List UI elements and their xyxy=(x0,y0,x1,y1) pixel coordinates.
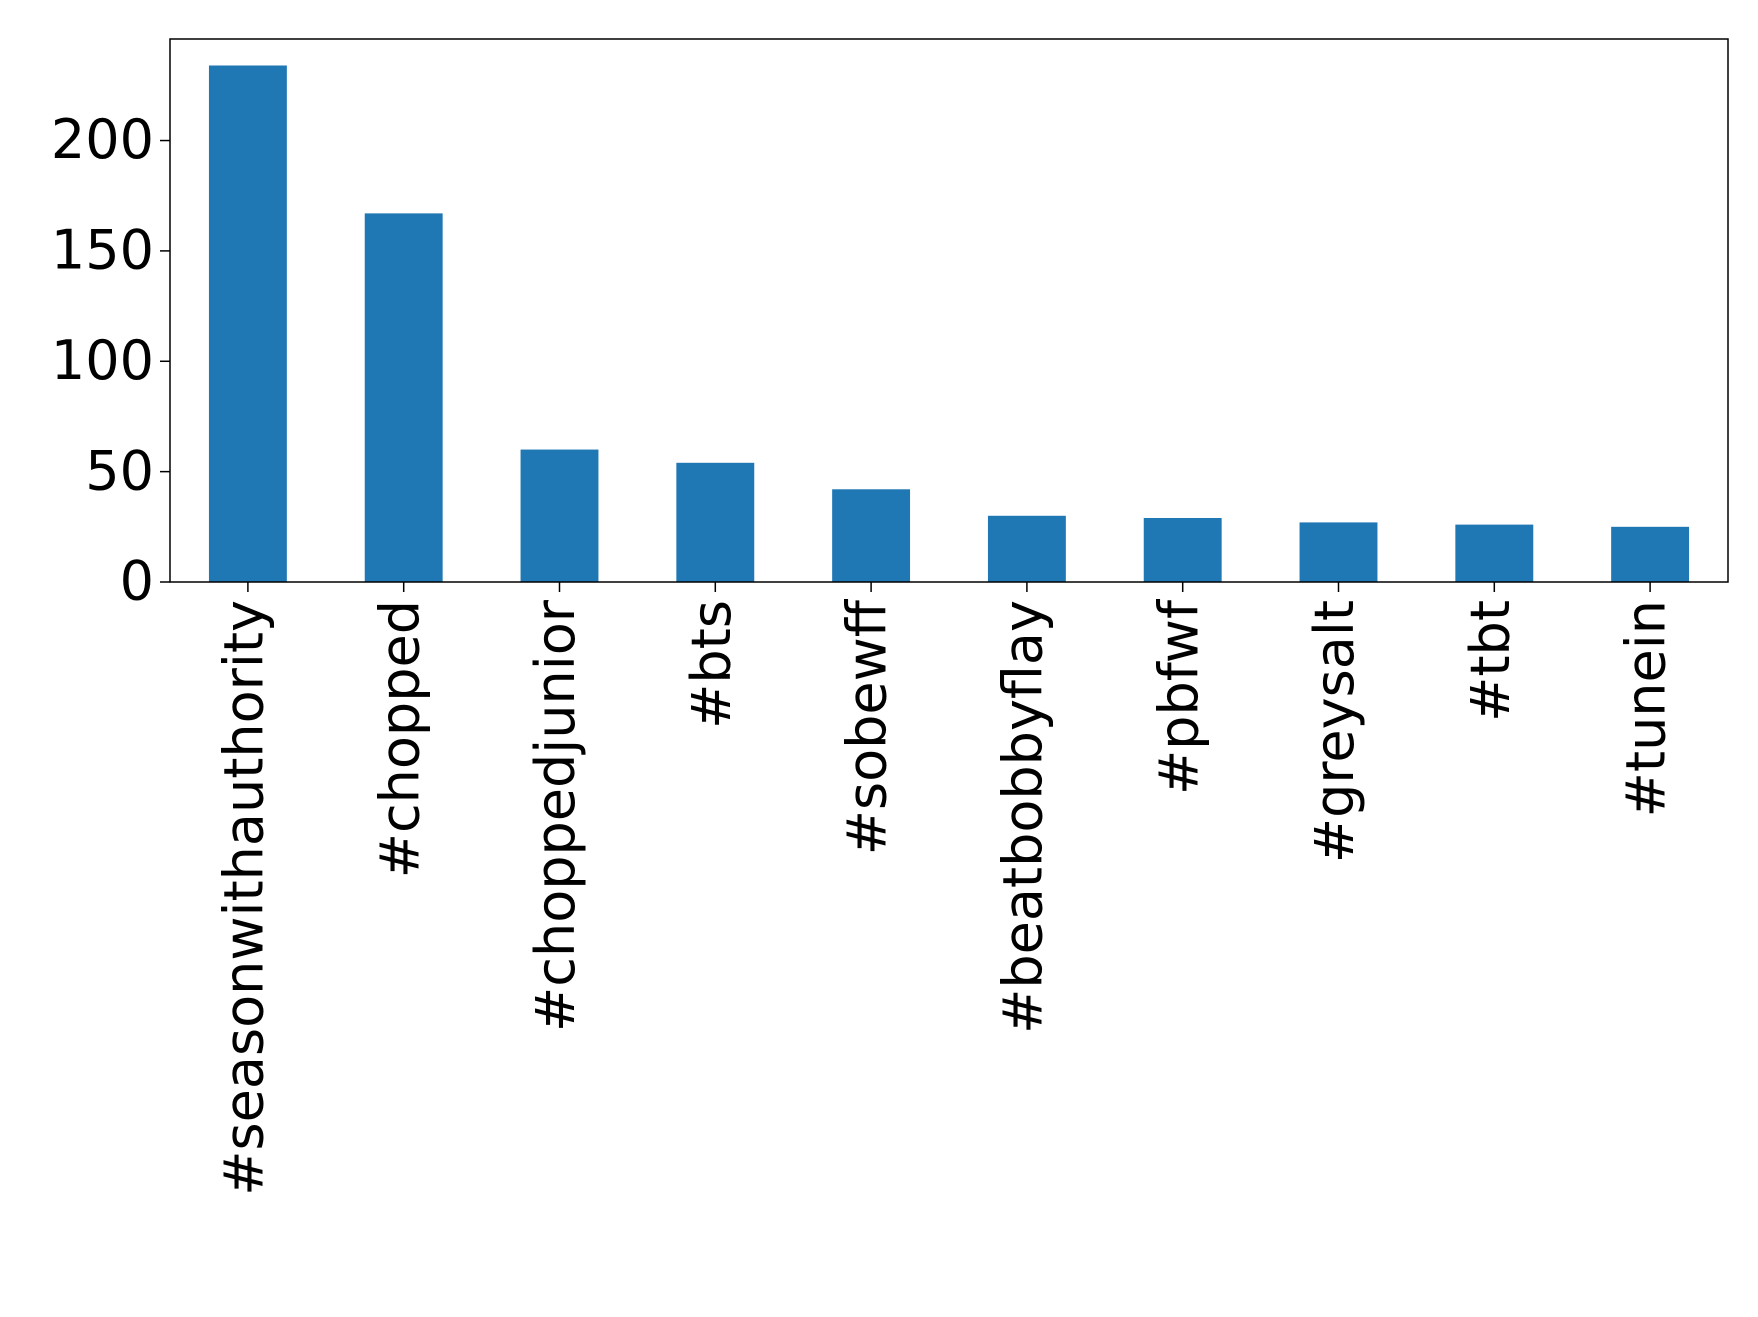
x-tick-label: #choppedjunior xyxy=(524,599,587,1032)
x-tick-label: #beatbobbyflay xyxy=(992,600,1055,1034)
bar xyxy=(520,449,599,582)
x-tick-label: #greysalt xyxy=(1303,600,1366,863)
x-tick-label: #sobewff xyxy=(836,598,899,855)
bar xyxy=(1299,522,1378,582)
y-tick-label: 200 xyxy=(51,108,154,171)
x-tick-label: #seasonwithauthority xyxy=(213,600,276,1196)
plot-frame xyxy=(169,38,1729,583)
x-tick-label: #bts xyxy=(680,600,743,729)
x-tick-label: #tunein xyxy=(1615,600,1678,817)
bar xyxy=(364,213,443,582)
bar xyxy=(208,65,287,583)
x-tick-label: #tbt xyxy=(1459,600,1522,722)
x-tick-label: #chopped xyxy=(368,600,431,878)
bar xyxy=(987,515,1066,582)
y-tick-label: 0 xyxy=(120,550,154,613)
y-tick-label: 150 xyxy=(51,219,154,282)
bar xyxy=(1611,526,1690,582)
bar xyxy=(676,462,755,582)
y-tick-label: 100 xyxy=(51,329,154,392)
x-tick-label: #pbfwf xyxy=(1147,598,1210,795)
bar xyxy=(1455,524,1534,582)
bar xyxy=(1143,517,1222,582)
y-tick-label: 50 xyxy=(85,439,154,502)
bar xyxy=(832,489,911,582)
